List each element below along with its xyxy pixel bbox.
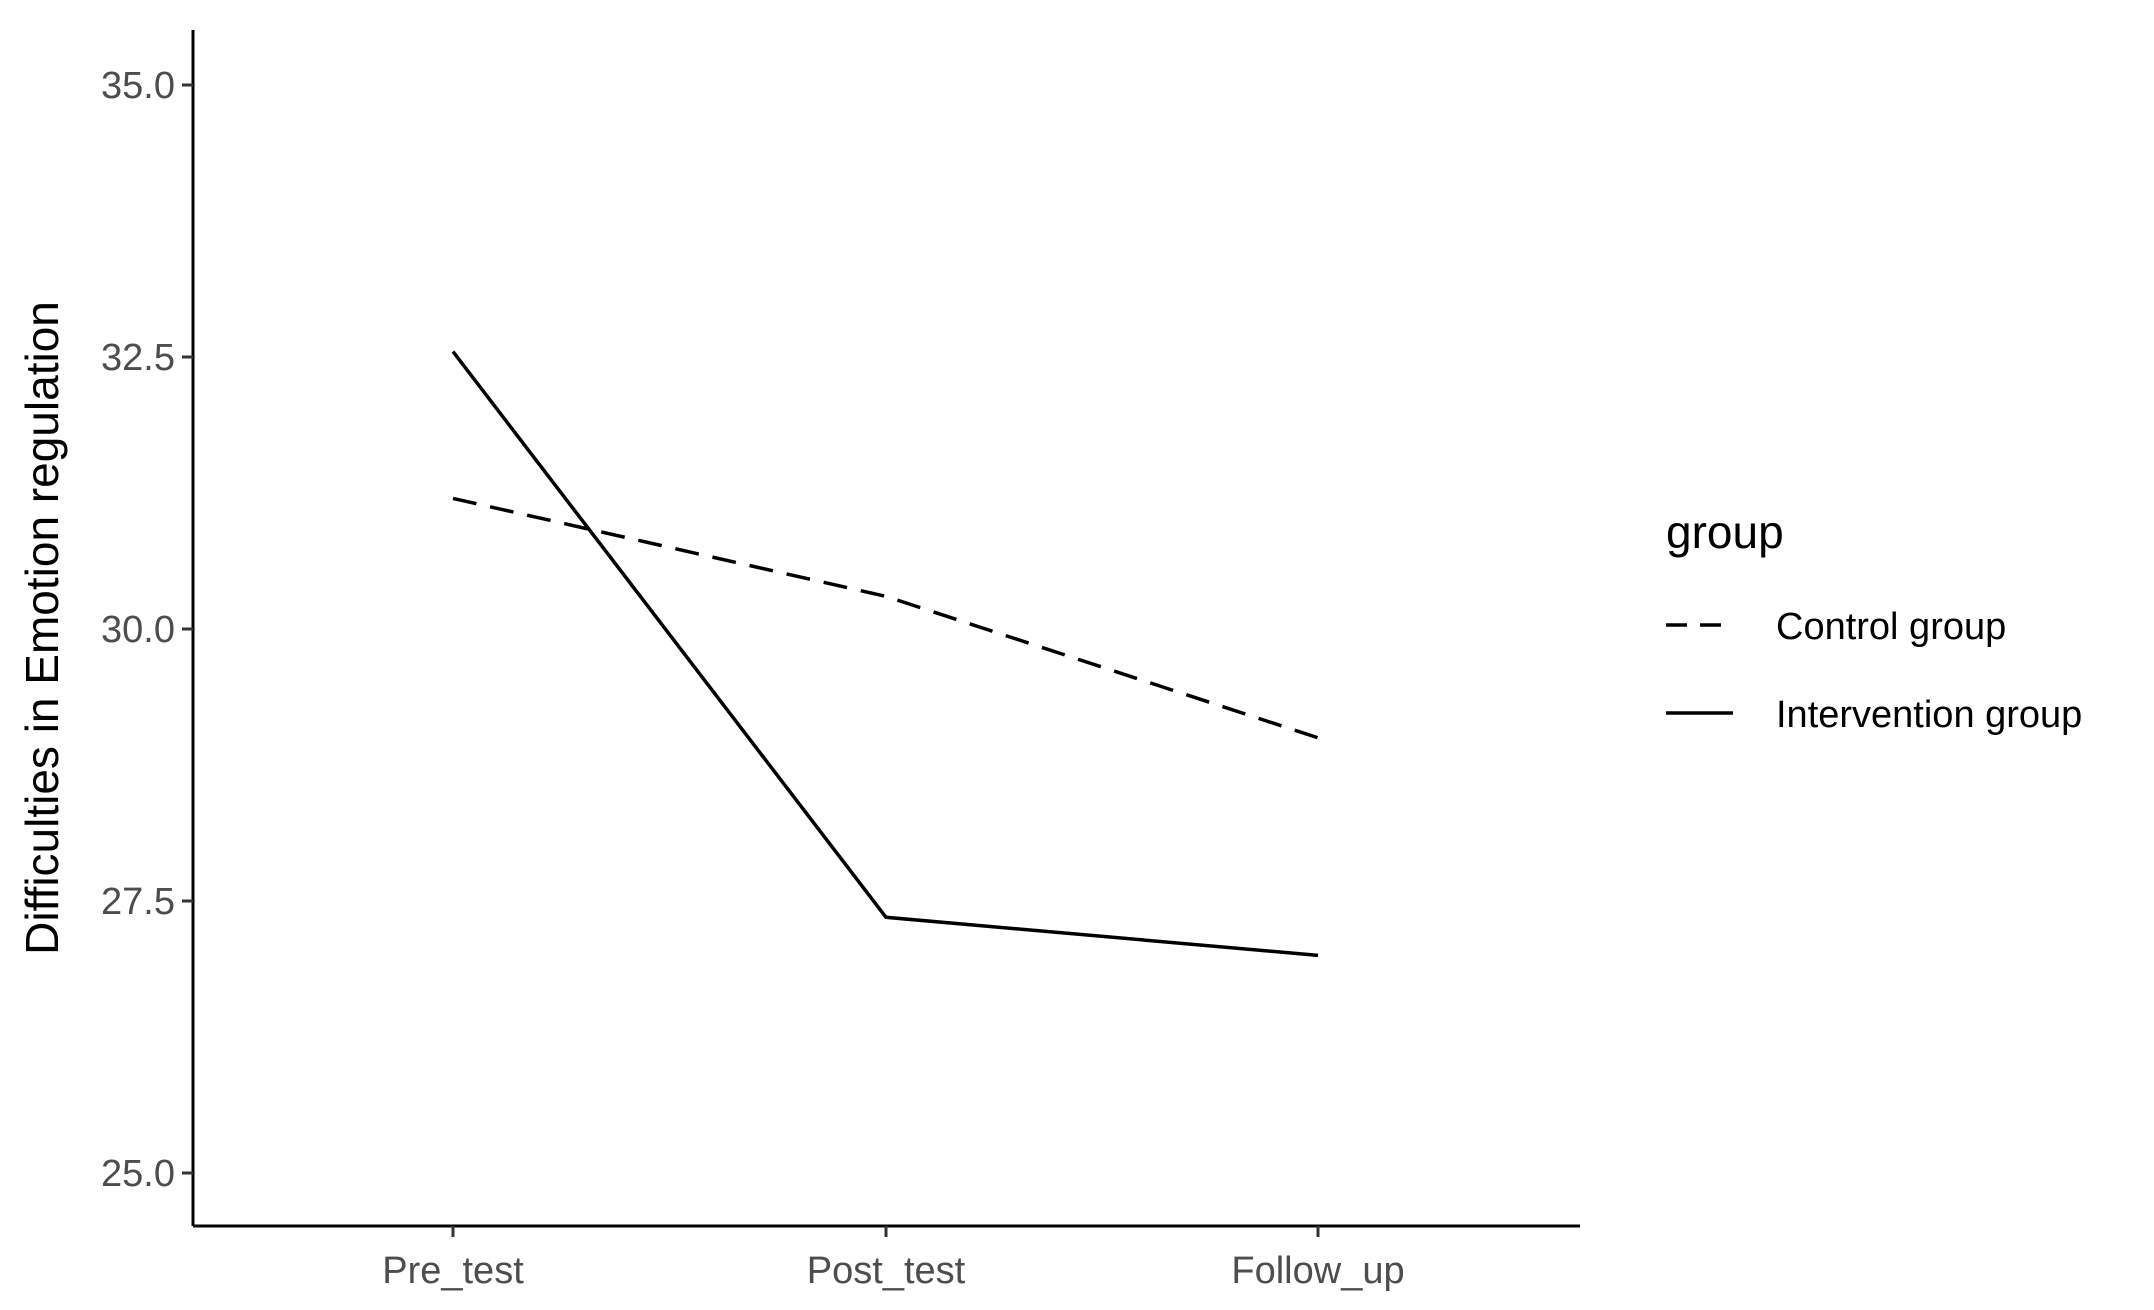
axes [191, 30, 1580, 1228]
legend-label: Control group [1776, 606, 2006, 648]
y-tick-label: 35.0 [101, 65, 175, 107]
y-tick-label: 25.0 [101, 1153, 175, 1195]
legend: group Control group Intervention group [1666, 506, 2082, 736]
x-ticks: Pre_test Post_test Follow_up [382, 1226, 1405, 1292]
y-axis-title: Difficulties in Emotion regulation [16, 301, 68, 955]
legend-title: group [1666, 506, 1784, 558]
x-tick-label: Follow_up [1231, 1250, 1404, 1292]
y-ticks: 25.0 27.5 30.0 32.5 35.0 [101, 65, 193, 1195]
legend-label: Intervention group [1776, 694, 2082, 736]
x-tick-label: Pre_test [382, 1250, 524, 1292]
x-tick-label: Post_test [807, 1250, 966, 1292]
y-tick-label: 30.0 [101, 609, 175, 651]
y-tick-label: 27.5 [101, 881, 175, 923]
legend-items: Control group Intervention group [1666, 606, 2082, 736]
y-tick-label: 32.5 [101, 337, 175, 379]
series-lines [451, 350, 1319, 958]
series-line-control-group [452, 496, 1319, 740]
series-line-intervention-group [451, 350, 1319, 958]
